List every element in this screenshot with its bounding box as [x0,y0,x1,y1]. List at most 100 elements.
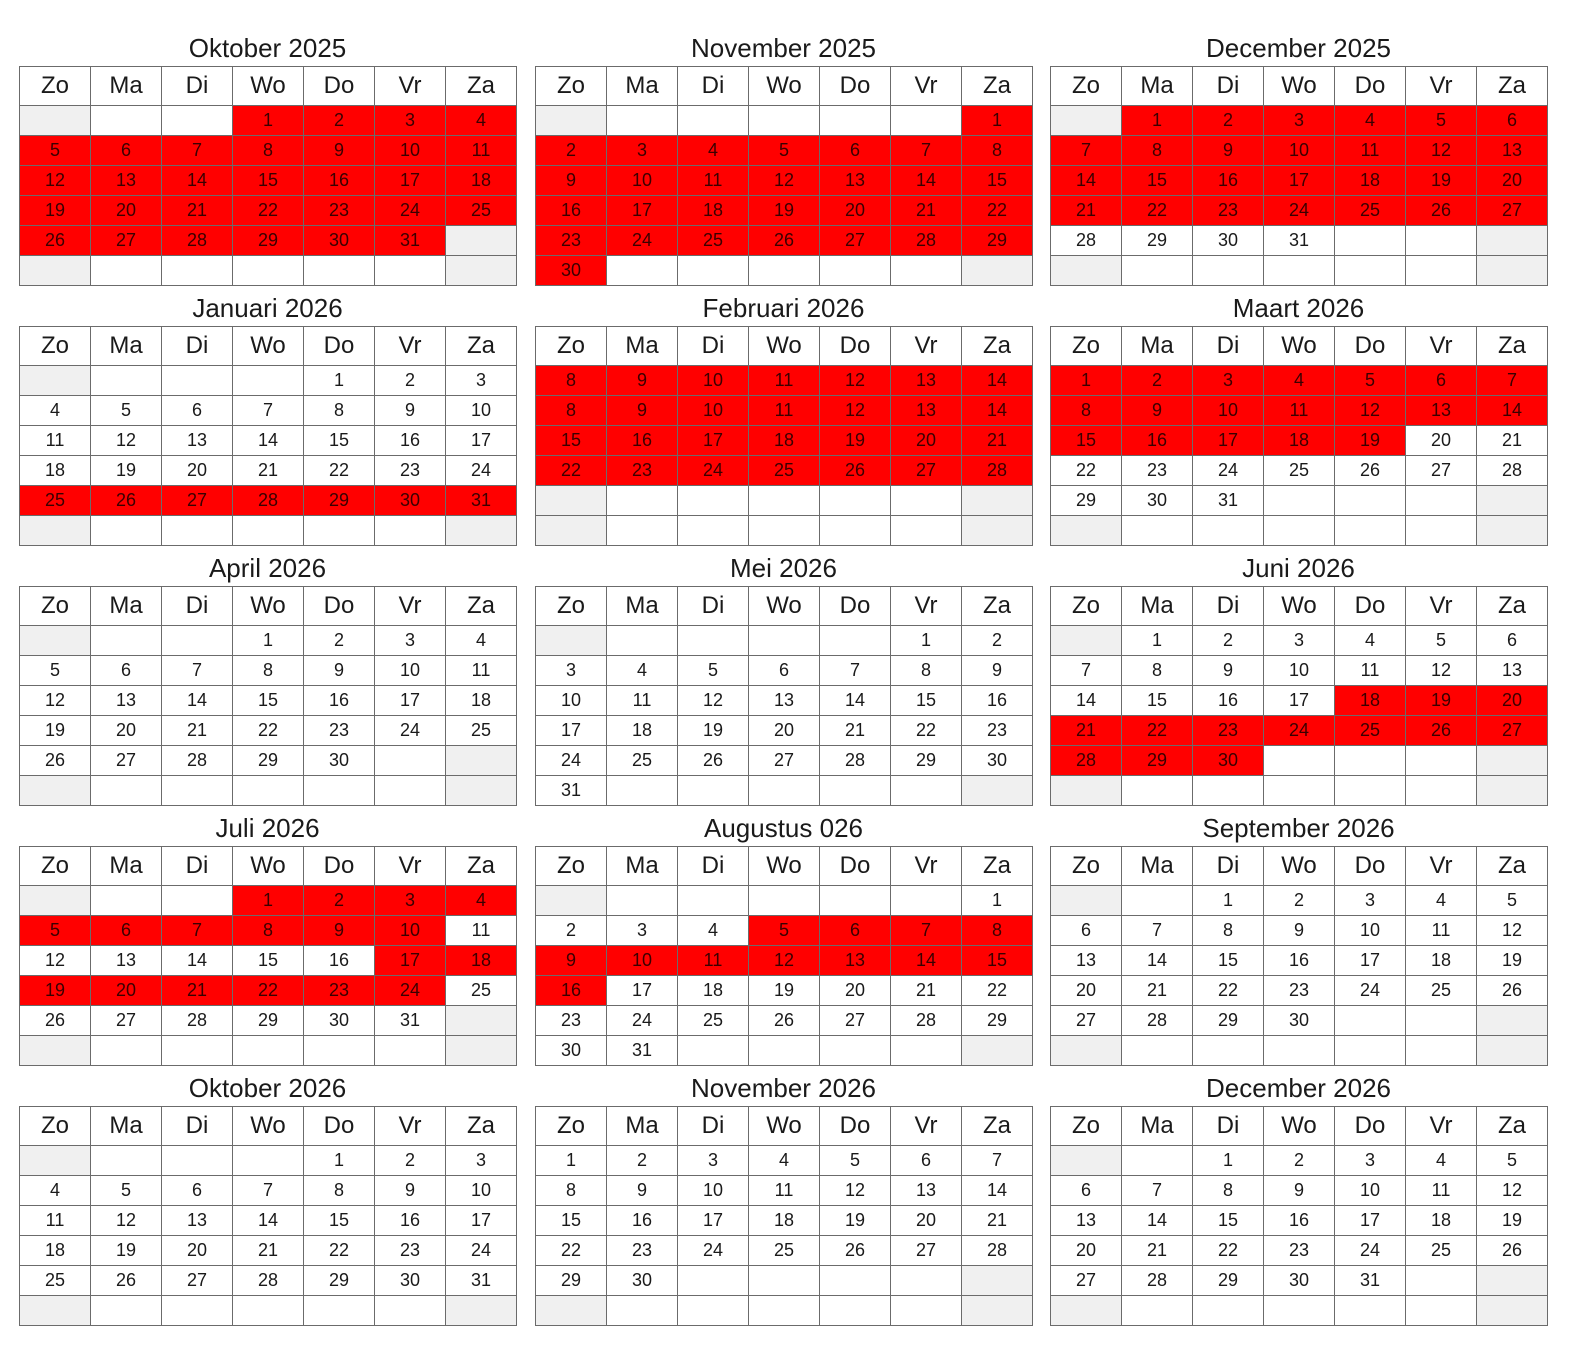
day-cell: 21 [961,425,1033,456]
empty-cell [1121,885,1193,916]
day-cell: 10 [374,915,446,946]
week-row [19,775,517,806]
day-cell: 30 [535,255,607,286]
empty-cell [1476,1005,1548,1036]
month-table: Zo Ma Di Wo Do Vr Za 1 2 3 4 5 6 7 8 9 10 11 12 13 14 15 16 17 1… [1050,1106,1548,1326]
weekday-header-row: Zo Ma Di Wo Do Vr Za [19,326,517,366]
day-cell: 17 [677,425,749,456]
empty-cell [445,225,517,256]
day-cell: 7 [1476,365,1548,396]
day-cell: 13 [890,395,962,426]
empty-cell [19,105,91,136]
month-calendar: Augustus 026 Zo Ma Di Wo Do Vr Za 1 2 3 4 5 6 7 8 9 10 11 1… [535,808,1033,1066]
month-title: Juni 2026 [1242,553,1355,583]
weekday-header: Do [303,1106,375,1146]
month-calendar: Oktober 2025 Zo Ma Di Wo Do Vr Za 1 2 3 4 5 6 7 8 9 10 11 1… [19,28,517,286]
empty-cell [1192,515,1264,546]
weekday-header: Di [161,586,233,626]
empty-cell [1050,775,1122,806]
empty-cell [748,515,820,546]
day-cell: 13 [1050,945,1122,976]
day-cell: 7 [1121,915,1193,946]
day-cell: 30 [1121,485,1193,516]
weekday-header: Ma [606,586,678,626]
day-cell: 16 [303,685,375,716]
week-row: 12 13 14 15 16 17 18 [19,165,517,196]
day-cell: 18 [1334,685,1406,716]
day-cell: 3 [1263,105,1335,136]
week-row [19,515,517,546]
empty-cell [677,515,749,546]
empty-cell [1405,1265,1477,1296]
day-cell: 10 [445,395,517,426]
day-cell: 22 [232,195,304,226]
day-cell: 29 [1192,1265,1264,1296]
day-cell: 27 [161,1265,233,1296]
month-calendar: November 2026 Zo Ma Di Wo Do Vr Za 1 2 3 4 5 6 7 8 9 10 11… [535,1068,1033,1326]
empty-cell [161,625,233,656]
day-cell: 22 [535,1235,607,1266]
day-cell: 16 [303,945,375,976]
week-row [1050,255,1548,286]
day-cell: 18 [748,1205,820,1236]
day-cell: 13 [1476,655,1548,686]
day-cell: 7 [1050,135,1122,166]
weekday-header: Zo [535,1106,607,1146]
weekday-header: Vr [1405,326,1477,366]
month-calendar: Mei 2026 Zo Ma Di Wo Do Vr Za 1 2 3 4 5 6 7 8 9 10 11 12 13 1… [535,548,1033,806]
day-cell: 19 [1405,685,1477,716]
day-cell: 10 [677,365,749,396]
empty-cell [90,885,162,916]
empty-cell [1121,1295,1193,1326]
day-cell: 2 [1263,885,1335,916]
empty-cell [677,105,749,136]
day-cell: 8 [961,915,1033,946]
empty-cell [1405,515,1477,546]
weekday-header: Ma [606,1106,678,1146]
empty-cell [1263,515,1335,546]
weekday-header: Vr [1405,66,1477,106]
empty-cell [606,515,678,546]
day-cell: 30 [606,1265,678,1296]
day-cell: 25 [677,1005,749,1036]
month-table: Zo Ma Di Wo Do Vr Za 1 2 3 4 5 6 7 8 9 10 11 12 13 14 15 16 17 1… [535,586,1033,806]
day-cell: 31 [535,775,607,806]
day-cell: 5 [90,1175,162,1206]
week-row: 29 30 [535,1265,1033,1296]
day-cell: 9 [606,365,678,396]
month-table: Zo Ma Di Wo Do Vr Za 8 9 10 11 12 13 14 8 9 10 11 12 13 14 15… [535,326,1033,546]
empty-cell [890,255,962,286]
weekday-header: Zo [19,326,91,366]
day-cell: 24 [1263,195,1335,226]
empty-cell [445,515,517,546]
week-row: 9 10 11 12 13 14 15 [535,165,1033,196]
day-cell: 31 [1334,1265,1406,1296]
day-cell: 30 [961,745,1033,776]
empty-cell [1263,775,1335,806]
empty-cell [961,775,1033,806]
day-cell: 12 [819,1175,891,1206]
weekday-header: Di [677,1106,749,1146]
day-cell: 8 [303,1175,375,1206]
weekday-header: Wo [748,586,820,626]
day-cell: 21 [890,975,962,1006]
empty-cell [890,885,962,916]
day-cell: 17 [1334,1205,1406,1236]
empty-cell [1263,1295,1335,1326]
day-cell: 5 [1405,105,1477,136]
empty-cell [1334,745,1406,776]
empty-cell [677,775,749,806]
day-cell: 6 [161,395,233,426]
weekday-header: Za [961,66,1033,106]
empty-cell [819,885,891,916]
weekday-header: Zo [1050,846,1122,886]
month-title: September 2026 [1202,813,1395,843]
month-table: Zo Ma Di Wo Do Vr Za 1 2 3 4 5 6 7 8 9 10 11 12 13 14 15 16 17 1… [19,66,517,286]
week-row: 26 27 28 29 30 31 [19,1005,517,1036]
empty-cell [1405,745,1477,776]
day-cell: 25 [1263,455,1335,486]
week-row: 11 12 13 14 15 16 17 [19,425,517,456]
